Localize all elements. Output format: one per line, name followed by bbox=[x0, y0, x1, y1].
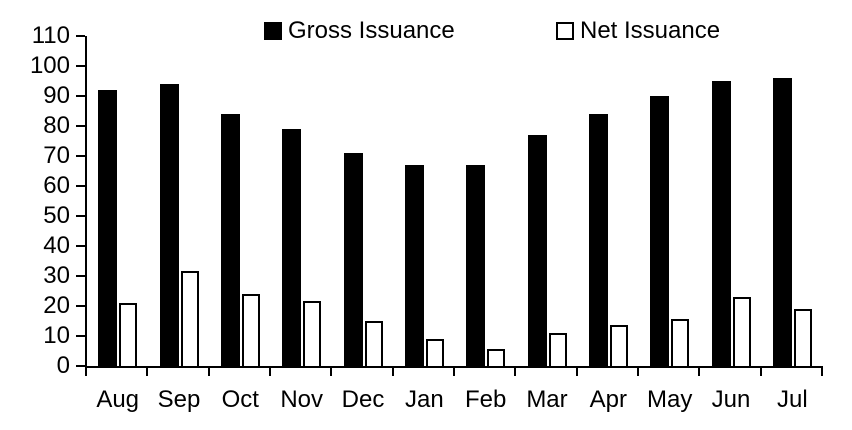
net-issuance-swatch-icon bbox=[556, 22, 574, 40]
x-axis-label: Dec bbox=[341, 386, 385, 413]
x-axis-tick bbox=[453, 366, 455, 376]
gross-issuance-bar bbox=[98, 90, 118, 366]
net-issuance-bar bbox=[487, 349, 506, 366]
x-axis-tick bbox=[207, 366, 210, 376]
legend-item-net: Net Issuance bbox=[556, 19, 720, 43]
x-axis-tick bbox=[575, 366, 578, 376]
x-axis-tick bbox=[85, 366, 87, 376]
y-axis-label: 20 bbox=[43, 292, 70, 319]
gross-issuance-bar bbox=[466, 165, 486, 366]
y-axis-label: 70 bbox=[43, 142, 70, 169]
y-axis-tick bbox=[76, 65, 85, 67]
x-axis-label: Oct bbox=[221, 386, 259, 413]
y-axis-tick bbox=[76, 365, 85, 367]
y-axis-label: 80 bbox=[43, 112, 70, 139]
x-axis-tick bbox=[514, 366, 517, 376]
net-issuance-bar bbox=[609, 325, 628, 366]
x-axis-tick bbox=[698, 366, 701, 376]
gross-issuance-bar bbox=[404, 165, 424, 366]
y-axis-label: 110 bbox=[31, 22, 70, 49]
y-axis-tick bbox=[76, 155, 85, 157]
y-axis-label: 100 bbox=[29, 52, 70, 79]
net-issuance-bar bbox=[180, 271, 199, 366]
x-axis-label: Nov bbox=[280, 386, 323, 413]
x-axis-tick bbox=[821, 366, 823, 376]
y-axis-tick bbox=[76, 95, 85, 97]
y-axis-label: 30 bbox=[43, 262, 70, 289]
y-axis-tick bbox=[76, 275, 85, 277]
y-axis-tick bbox=[76, 215, 85, 217]
x-axis-label: Apr bbox=[589, 386, 627, 413]
x-axis-label: Feb bbox=[464, 386, 507, 413]
y-axis-label: 40 bbox=[43, 232, 70, 259]
x-axis-label: Sep bbox=[157, 386, 201, 413]
x-axis-label: Jun bbox=[711, 386, 751, 413]
x-axis-label: May bbox=[646, 386, 693, 413]
y-axis-label: 60 bbox=[43, 172, 70, 199]
y-axis-label: 90 bbox=[43, 82, 70, 109]
y-axis-label: 0 bbox=[56, 352, 70, 379]
net-issuance-bar bbox=[303, 301, 322, 366]
y-axis-tick bbox=[76, 305, 85, 307]
net-issuance-bar bbox=[671, 319, 690, 366]
gross-issuance-bar bbox=[159, 84, 179, 366]
y-axis-tick bbox=[76, 125, 85, 127]
net-issuance-bar bbox=[732, 297, 751, 366]
x-axis-tick bbox=[637, 366, 639, 376]
gross-issuance-bar bbox=[772, 78, 792, 366]
gross-issuance-bar bbox=[220, 114, 240, 366]
gross-issuance-bar bbox=[343, 153, 363, 366]
y-axis-tick bbox=[76, 335, 85, 337]
y-axis-line bbox=[85, 36, 87, 368]
x-axis-label: Mar bbox=[526, 386, 568, 413]
x-axis-tick bbox=[269, 366, 271, 376]
y-axis-label: 50 bbox=[43, 202, 70, 229]
gross-issuance-bar bbox=[588, 114, 608, 366]
x-axis-label: Jan bbox=[404, 386, 444, 413]
legend-label-gross: Gross Issuance bbox=[288, 17, 455, 44]
legend-label-net: Net Issuance bbox=[580, 17, 721, 44]
gross-issuance-bar bbox=[527, 135, 547, 366]
x-axis-label: Aug bbox=[96, 386, 140, 413]
y-axis-tick bbox=[76, 35, 85, 37]
net-issuance-bar bbox=[241, 294, 260, 366]
net-issuance-bar bbox=[793, 309, 812, 366]
x-axis-tick bbox=[146, 366, 149, 376]
x-axis-label: Jul bbox=[776, 386, 808, 413]
net-issuance-bar bbox=[364, 321, 383, 366]
legend-item-gross: Gross Issuance bbox=[264, 19, 455, 43]
y-axis-tick bbox=[76, 185, 85, 187]
gross-issuance-bar bbox=[650, 96, 670, 366]
x-axis-tick bbox=[391, 366, 394, 376]
net-issuance-bar bbox=[425, 339, 444, 366]
y-axis-tick bbox=[76, 245, 85, 247]
gross-issuance-bar bbox=[282, 129, 302, 366]
x-axis-tick bbox=[759, 366, 762, 376]
gross-issuance-bar bbox=[711, 81, 731, 366]
y-axis-label: 10 bbox=[43, 322, 70, 349]
x-axis-tick bbox=[330, 366, 333, 376]
net-issuance-bar bbox=[119, 303, 138, 366]
gross-issuance-swatch-icon bbox=[264, 22, 282, 40]
net-issuance-bar bbox=[548, 333, 567, 366]
